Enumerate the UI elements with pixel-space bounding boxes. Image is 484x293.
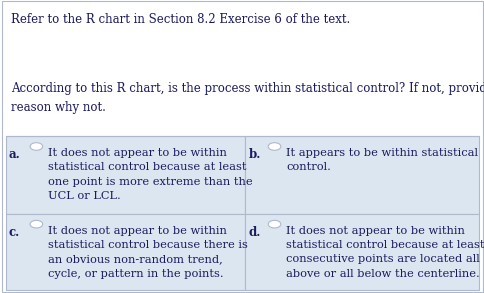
Circle shape — [30, 220, 43, 228]
Text: It does not appear to be within
statistical control because at least
one point i: It does not appear to be within statisti… — [47, 148, 252, 201]
Text: a.: a. — [9, 148, 20, 161]
Text: It does not appear to be within
statistical control because there is
an obvious : It does not appear to be within statisti… — [47, 226, 247, 279]
Text: b.: b. — [248, 148, 260, 161]
FancyBboxPatch shape — [6, 214, 244, 290]
FancyBboxPatch shape — [6, 136, 244, 214]
Text: c.: c. — [9, 226, 20, 239]
Text: It does not appear to be within
statistical control because at least 8
consecuti: It does not appear to be within statisti… — [286, 226, 484, 279]
Text: It appears to be within statistical
control.: It appears to be within statistical cont… — [286, 148, 477, 172]
Circle shape — [30, 143, 43, 150]
Text: d.: d. — [248, 226, 260, 239]
FancyBboxPatch shape — [244, 214, 478, 290]
Text: Refer to the R chart in Section 8.2 Exercise 6 of the text.: Refer to the R chart in Section 8.2 Exer… — [11, 13, 349, 26]
Circle shape — [268, 143, 280, 150]
Circle shape — [268, 220, 280, 228]
Text: According to this R chart, is the process within statistical control? If not, pr: According to this R chart, is the proces… — [11, 82, 484, 114]
FancyBboxPatch shape — [244, 136, 478, 214]
